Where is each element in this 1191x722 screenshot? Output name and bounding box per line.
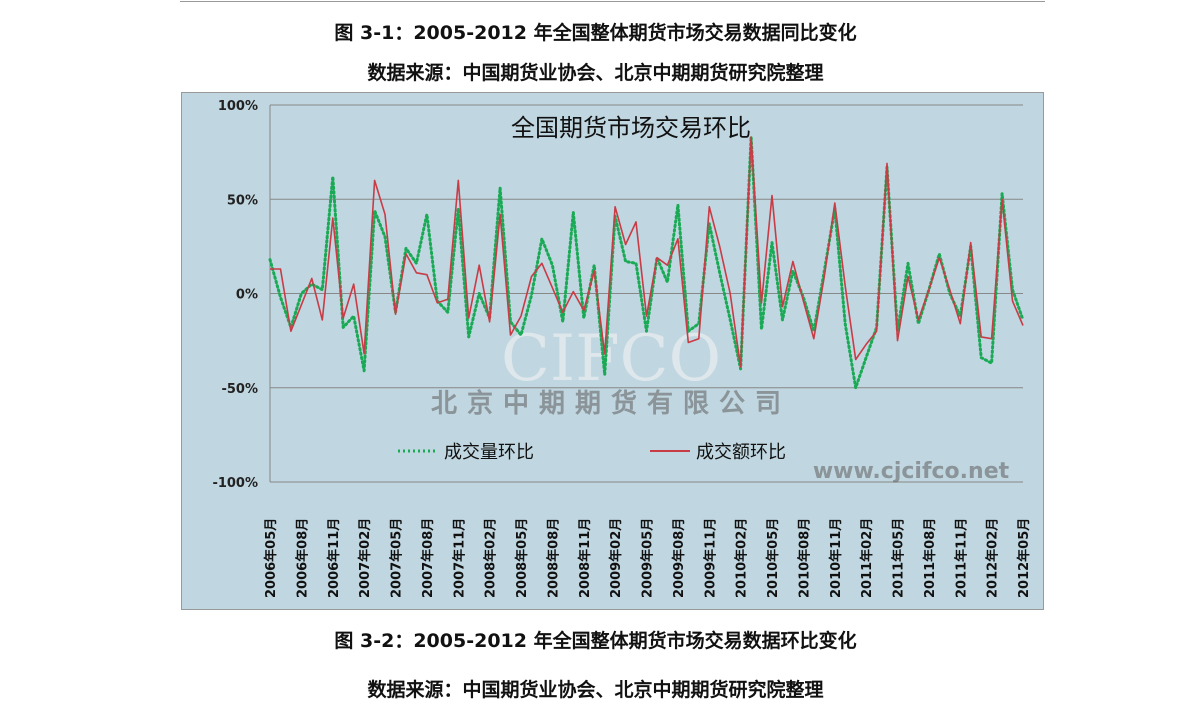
figure-source-2: 数据来源：中国期货业协会、北京中期期货研究院整理 xyxy=(367,679,824,701)
y-tick-label: 50% xyxy=(227,193,258,208)
x-tick-label: 2011年11月 xyxy=(953,518,969,598)
top-rule xyxy=(180,1,1045,2)
x-tick-label: 2012年05月 xyxy=(1016,518,1032,598)
x-tick-label: 2011年08月 xyxy=(922,518,938,598)
x-tick-label: 2009年11月 xyxy=(702,518,718,598)
watermark-url: www.cjcifco.net xyxy=(813,459,1010,484)
y-tick-label: -50% xyxy=(221,382,258,397)
x-tick-label: 2008年05月 xyxy=(514,518,530,598)
x-tick-label: 2007年05月 xyxy=(389,518,405,598)
x-tick-label: 2012年02月 xyxy=(985,518,1001,598)
x-tick-label: 2006年05月 xyxy=(263,518,279,598)
x-tick-label: 2007年11月 xyxy=(451,518,467,598)
series-line-amount xyxy=(270,136,1024,368)
y-tick-label: 100% xyxy=(218,99,258,114)
x-tick-label: 2008年02月 xyxy=(483,518,499,598)
watermark-logo: CIFCO xyxy=(501,322,721,396)
chart-background xyxy=(181,92,1044,610)
y-tick-label: -100% xyxy=(212,476,258,491)
x-tick-label: 2006年08月 xyxy=(294,518,310,598)
line-chart: CIFCO 北京中期期货有限公司 www.cjcifco.net 全国期货市场交… xyxy=(181,92,1044,610)
x-tick-label: 2008年11月 xyxy=(577,518,593,598)
x-tick-label: 2011年05月 xyxy=(891,518,907,598)
figure-source-1: 数据来源：中国期货业协会、北京中期期货研究院整理 xyxy=(367,62,824,84)
x-tick-label: 2010年05月 xyxy=(765,518,781,598)
x-tick-label: 2010年02月 xyxy=(734,518,750,598)
x-tick-label: 2007年02月 xyxy=(357,518,373,598)
chart-title: 全国期货市场交易环比 xyxy=(511,114,751,142)
x-tick-label: 2010年11月 xyxy=(828,518,844,598)
x-tick-label: 2009年02月 xyxy=(608,518,624,598)
x-tick-label: 2010年08月 xyxy=(796,518,812,598)
legend: 成交量环比 成交额环比 xyxy=(398,442,786,463)
figure-title-1: 图 3-1：2005-2012 年全国整体期货市场交易数据同比变化 xyxy=(334,22,857,44)
figure-title-2: 图 3-2：2005-2012 年全国整体期货市场交易数据环比变化 xyxy=(334,630,857,652)
x-tick-label: 2008年08月 xyxy=(545,518,561,598)
x-tick-label: 2011年02月 xyxy=(859,518,875,598)
x-tick-label: 2009年05月 xyxy=(640,518,656,598)
y-tick-label: 0% xyxy=(236,288,258,303)
x-tick-label: 2007年08月 xyxy=(420,518,436,598)
legend-label-amount: 成交额环比 xyxy=(696,442,786,463)
x-tick-label: 2006年11月 xyxy=(326,518,342,598)
watermark-company: 北京中期期货有限公司 xyxy=(431,388,791,419)
x-tick-label: 2009年08月 xyxy=(671,518,687,598)
legend-label-volume: 成交量环比 xyxy=(444,442,534,463)
